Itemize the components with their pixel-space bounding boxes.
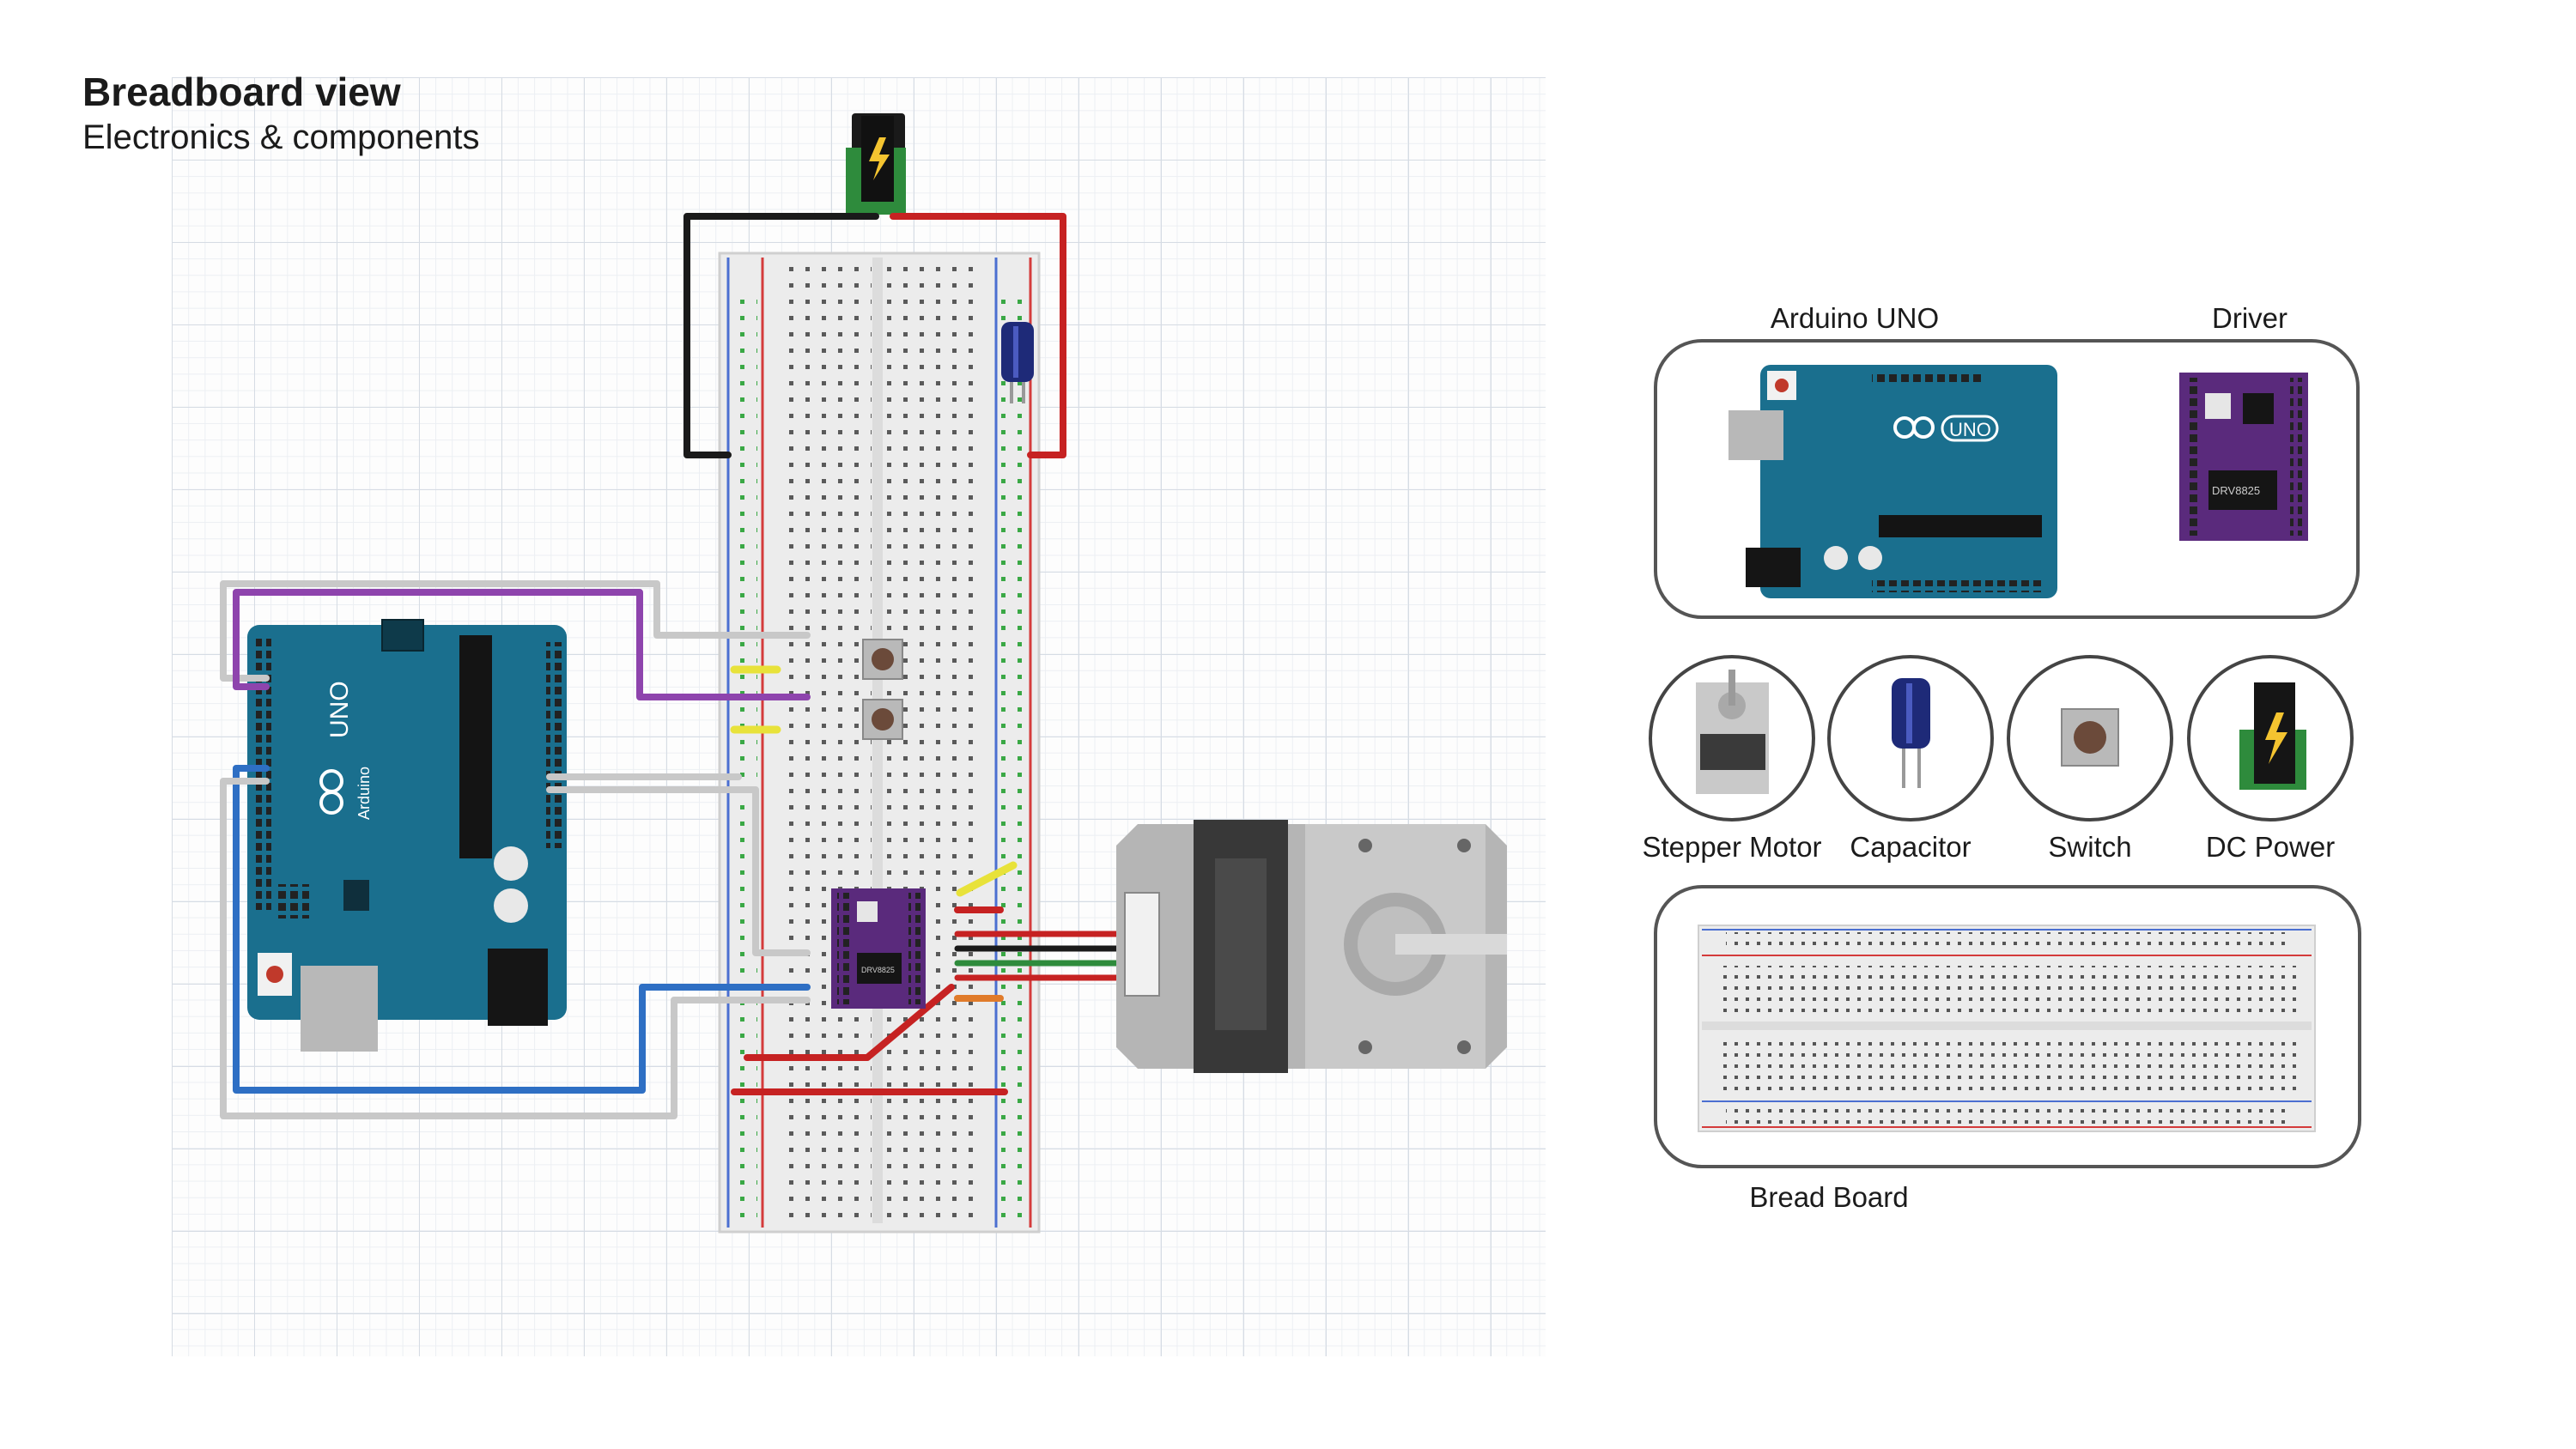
- push-button-1: [862, 639, 903, 680]
- wires: [220, 213, 1145, 1119]
- legend-breadboard-panel: [1654, 885, 2361, 1168]
- legend-dc-power-label: DC Power: [2205, 831, 2336, 863]
- stepper-motor: [1116, 820, 1507, 1073]
- legend-dc-power-icon: [2187, 655, 2354, 822]
- legend-arduino-label: Arduino UNO: [1770, 302, 1940, 334]
- capacitor-component: [1001, 322, 1034, 403]
- push-button-2: [862, 699, 903, 740]
- legend-switch-icon: [2007, 655, 2173, 822]
- page-title: Breadboard view: [82, 70, 401, 114]
- legend-arduino-logo: UNO: [1949, 419, 1991, 440]
- legend-capacitor-icon: [1827, 655, 1994, 822]
- legend-stepper-label: Stepper Motor: [1642, 831, 1822, 863]
- legend-driver-graphic: DRV8825: [2179, 373, 2308, 541]
- arduino-uno-board: UNO Arduino: [247, 619, 567, 1052]
- main-breadboard: [718, 252, 1041, 1234]
- arduino-brand-text: Arduino: [355, 767, 373, 820]
- legend-capacitor-label: Capacitor: [1850, 831, 1971, 863]
- legend-switch-label: Switch: [2048, 831, 2132, 863]
- stepper-driver-board: DRV8825: [831, 888, 926, 1009]
- legend-driver-chip-label: DRV8825: [2212, 484, 2260, 497]
- legend-breadboard-label: Bread Board: [1749, 1181, 1909, 1213]
- page-subtitle: Electronics & components: [82, 118, 480, 156]
- driver-chip-label: DRV8825: [861, 966, 895, 974]
- legend-driver-label: Driver: [2212, 302, 2287, 334]
- arduino-uno-logo: UNO: [325, 681, 354, 738]
- legend-stepper-icon: [1649, 655, 1815, 822]
- dc-jack: [846, 113, 906, 215]
